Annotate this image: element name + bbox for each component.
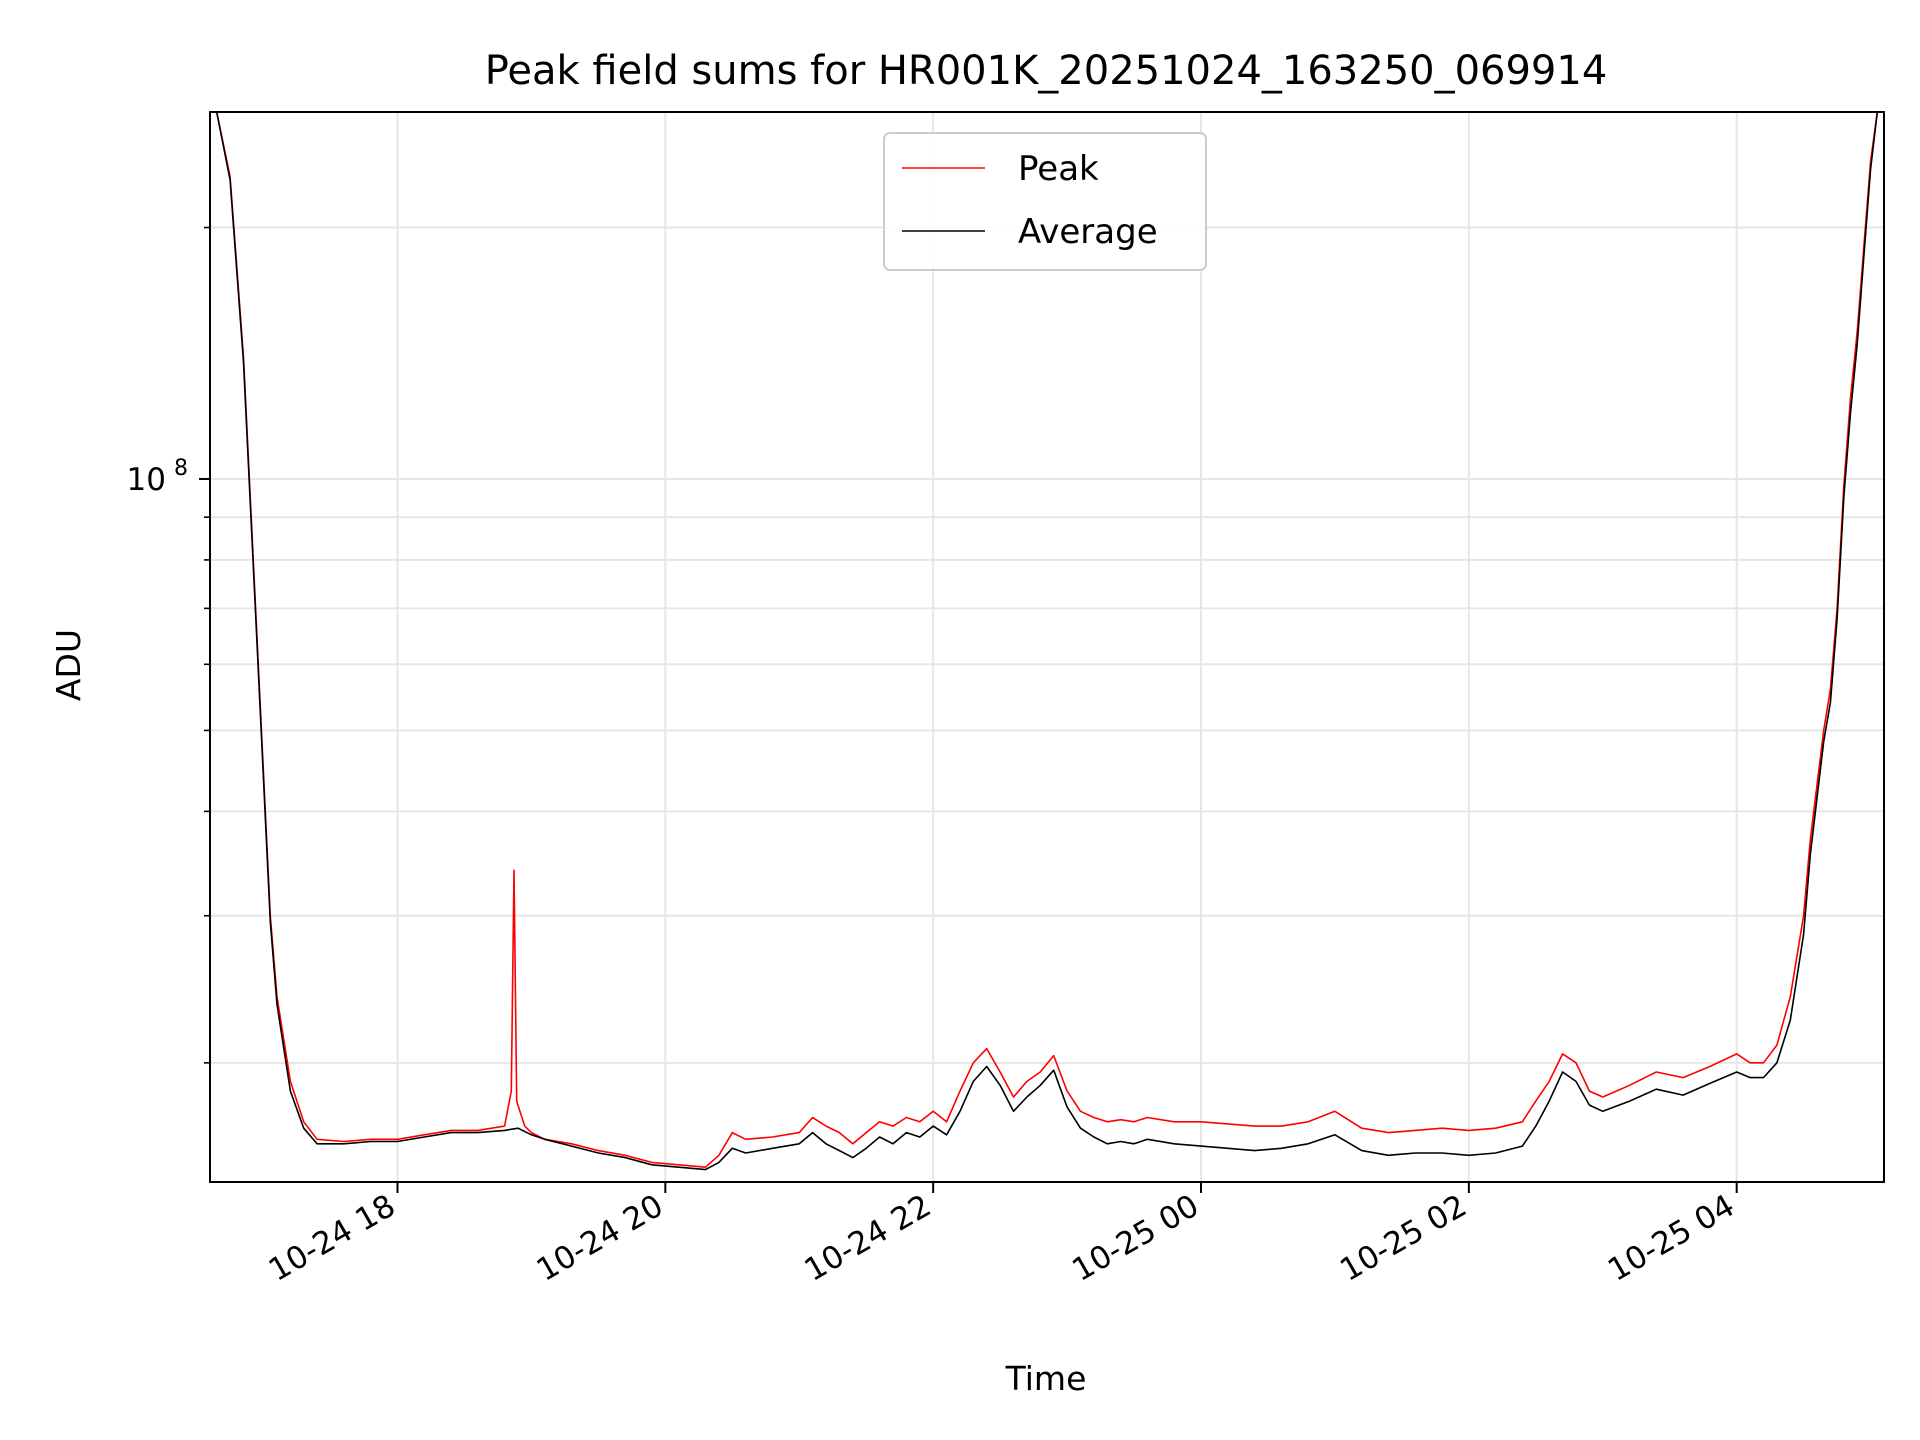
series-line-peak	[215, 112, 1879, 1168]
x-tick-label: 10-25 04	[1602, 1188, 1741, 1289]
x-axis-label: Time	[1005, 1359, 1087, 1398]
legend-label-average: Average	[1018, 212, 1158, 252]
series-lines	[215, 112, 1879, 1171]
grid	[210, 112, 1884, 1182]
chart-title: Peak field sums for HR001K_20251024_1632…	[485, 48, 1608, 94]
x-tick-label: 10-25 02	[1334, 1188, 1473, 1289]
x-tick-label: 10-25 00	[1066, 1188, 1205, 1289]
y-axis-label: ADU	[49, 629, 88, 701]
x-tick-label: 10-24 20	[531, 1188, 670, 1289]
x-tick-label: 10-24 18	[263, 1188, 402, 1289]
legend: Peak Average	[883, 132, 1207, 271]
y-tick-exponent: 8	[174, 456, 188, 481]
legend-label-peak: Peak	[1018, 149, 1099, 189]
y-tick-label: 10	[127, 462, 166, 498]
series-line-average	[215, 112, 1879, 1171]
plot-frame	[209, 111, 1885, 1183]
x-tick-label: 10-24 22	[798, 1188, 937, 1289]
